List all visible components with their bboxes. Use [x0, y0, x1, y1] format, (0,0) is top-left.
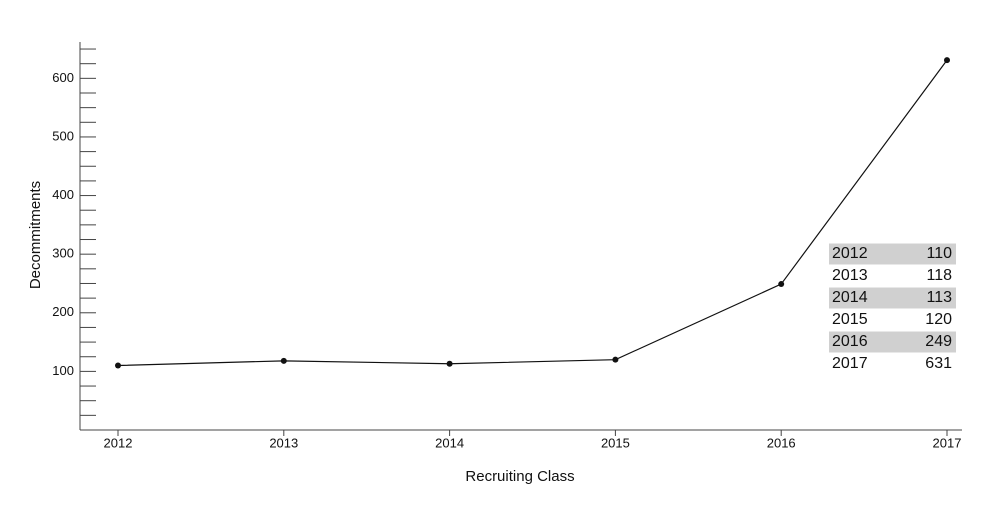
y-axis-label: Decommitments — [27, 181, 44, 289]
table-value: 118 — [926, 267, 952, 284]
point — [280, 357, 287, 364]
table-row-shade — [829, 287, 956, 309]
x-tick-label: 2015 — [601, 435, 630, 450]
table-row-shade — [829, 243, 956, 265]
table-value: 113 — [926, 289, 952, 306]
table-year: 2012 — [832, 245, 868, 262]
table-year: 2014 — [832, 289, 868, 306]
table-row-shade — [829, 331, 956, 353]
table-value: 110 — [926, 245, 952, 262]
point — [944, 57, 950, 64]
point — [446, 360, 453, 367]
x-tick-label: 2012 — [104, 435, 133, 450]
x-tick-label: 2014 — [435, 435, 464, 450]
x-axis-label: Recruiting Class — [465, 468, 574, 485]
y-tick-label: 100 — [52, 363, 74, 378]
line — [117, 59, 948, 367]
table-year: 2015 — [832, 311, 868, 328]
x-tick-label: 2017 — [933, 435, 962, 450]
table-year: 2013 — [832, 267, 868, 284]
table-value: 249 — [925, 333, 952, 350]
point — [778, 281, 785, 288]
y-tick-label: 500 — [52, 128, 74, 143]
table-value: 120 — [925, 311, 952, 328]
y-tick-label: 300 — [52, 246, 74, 261]
table-year: 2016 — [832, 333, 868, 350]
table-value: 631 — [925, 355, 952, 372]
y-tick-label: 600 — [52, 70, 74, 85]
point — [612, 356, 619, 363]
point — [115, 362, 121, 369]
y-tick-label: 400 — [52, 187, 74, 202]
y-tick-label: 200 — [52, 304, 74, 319]
x-tick-label: 2013 — [269, 435, 298, 450]
table-year: 2017 — [832, 355, 868, 372]
x-tick-label: 2016 — [767, 435, 796, 450]
